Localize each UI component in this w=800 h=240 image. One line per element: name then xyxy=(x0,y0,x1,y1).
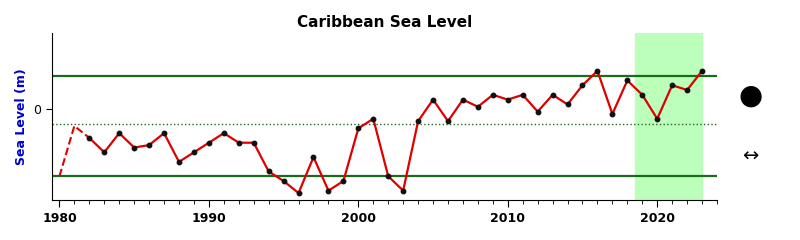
Y-axis label: Sea Level (m): Sea Level (m) xyxy=(15,68,28,165)
Text: ●: ● xyxy=(738,82,762,110)
Text: ↔: ↔ xyxy=(742,146,758,166)
Bar xyxy=(635,33,702,200)
Title: Caribbean Sea Level: Caribbean Sea Level xyxy=(297,15,472,30)
